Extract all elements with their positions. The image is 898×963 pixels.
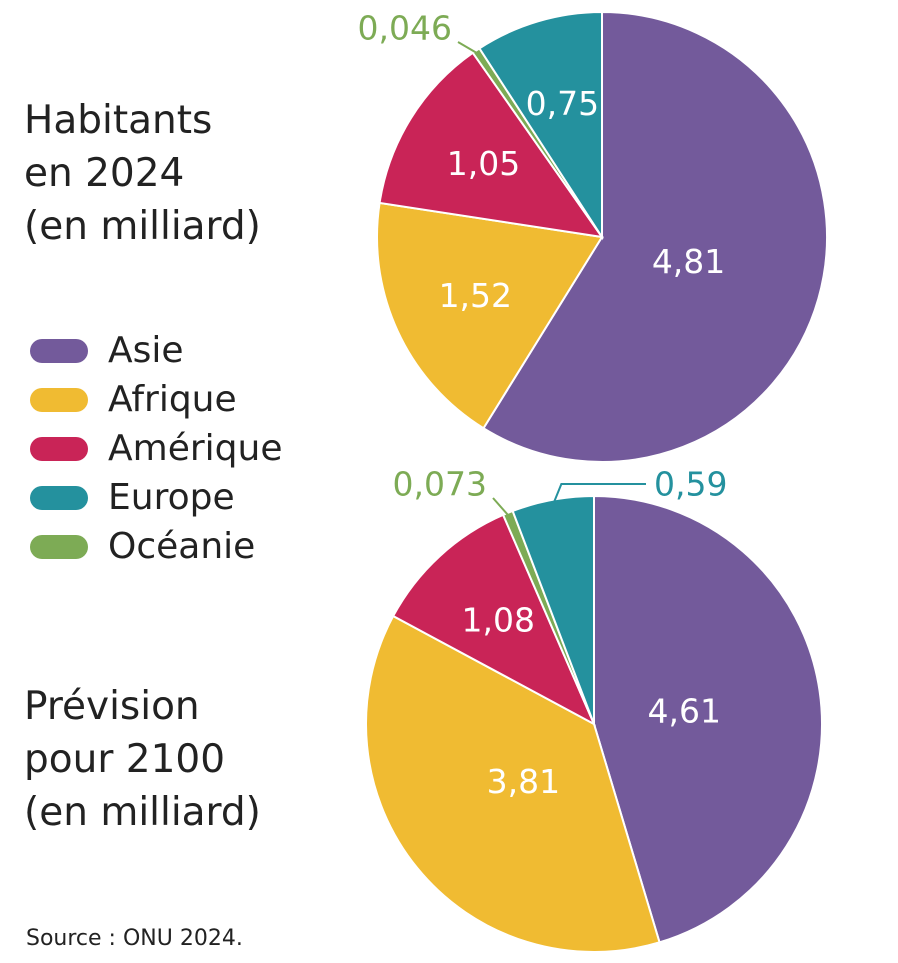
pie-slice-europe [511,494,595,725]
chart-title-2100-line: Prévision [24,684,200,729]
legend-swatch-asie [30,338,88,363]
slice-label-oceanie: 0,073 [393,465,487,504]
pie-chart-2100: 4,61 3,81 1,08 0,073 0,59 [365,465,823,953]
chart-title-2100-line: pour 2100 [24,737,226,782]
slice-label-amerique: 1,05 [447,144,520,183]
leader-line-oceanie [457,41,479,55]
pie-slice-amerique [378,51,605,239]
legend-label-asie: Asie [108,330,184,371]
legend-item-europe: Europe [30,473,282,522]
legend-item-oceanie: Océanie [30,522,282,571]
slice-label-europe: 0,59 [654,465,727,504]
legend: Asie Afrique Amérique Europe Océanie [30,326,282,571]
leader-line-oceanie [492,497,511,518]
legend-label-europe: Europe [108,477,235,518]
chart-title-2024-line: Habitants [24,98,213,143]
legend-label-oceanie: Océanie [108,526,256,567]
legend-label-amerique: Amérique [108,428,283,469]
pie-slice-asie [593,494,823,944]
chart-title-2024: Habitants en 2024 (en milliard) [24,94,261,253]
pie-slice-afrique [365,614,661,953]
chart-title-2100-line: (en milliard) [24,790,261,835]
legend-swatch-europe [30,485,88,510]
legend-swatch-afrique [30,387,88,412]
pie-slice-asie [482,10,828,463]
slice-label-asie: 4,61 [647,691,720,730]
legend-item-asie: Asie [30,326,282,375]
legend-swatch-oceanie [30,534,88,559]
chart-title-2024-line: en 2024 [24,151,185,196]
pie-slice-afrique [376,201,604,430]
legend-item-afrique: Afrique [30,375,282,424]
chart-title-2100: Prévision pour 2100 (en milliard) [24,680,261,839]
legend-swatch-amerique [30,436,88,461]
legend-item-amerique: Amérique [30,424,282,473]
slice-label-asie: 4,81 [652,242,725,281]
slice-label-amerique: 1,08 [462,600,535,639]
pie-slice-amerique [391,513,597,727]
chart-title-2024-line: (en milliard) [24,204,261,249]
slice-label-oceanie: 0,046 [358,9,452,48]
legend-label-afrique: Afrique [108,379,237,420]
pie-slice-europe [477,10,603,241]
slice-label-europe: 0,75 [526,84,599,123]
pie-chart-2024: 4,81 1,52 1,05 0,046 0,75 [358,9,828,463]
slice-label-afrique: 1,52 [439,276,512,315]
leader-line-europe [552,483,646,505]
source-note: Source : ONU 2024. [26,926,243,951]
slice-label-afrique: 3,81 [487,762,560,801]
